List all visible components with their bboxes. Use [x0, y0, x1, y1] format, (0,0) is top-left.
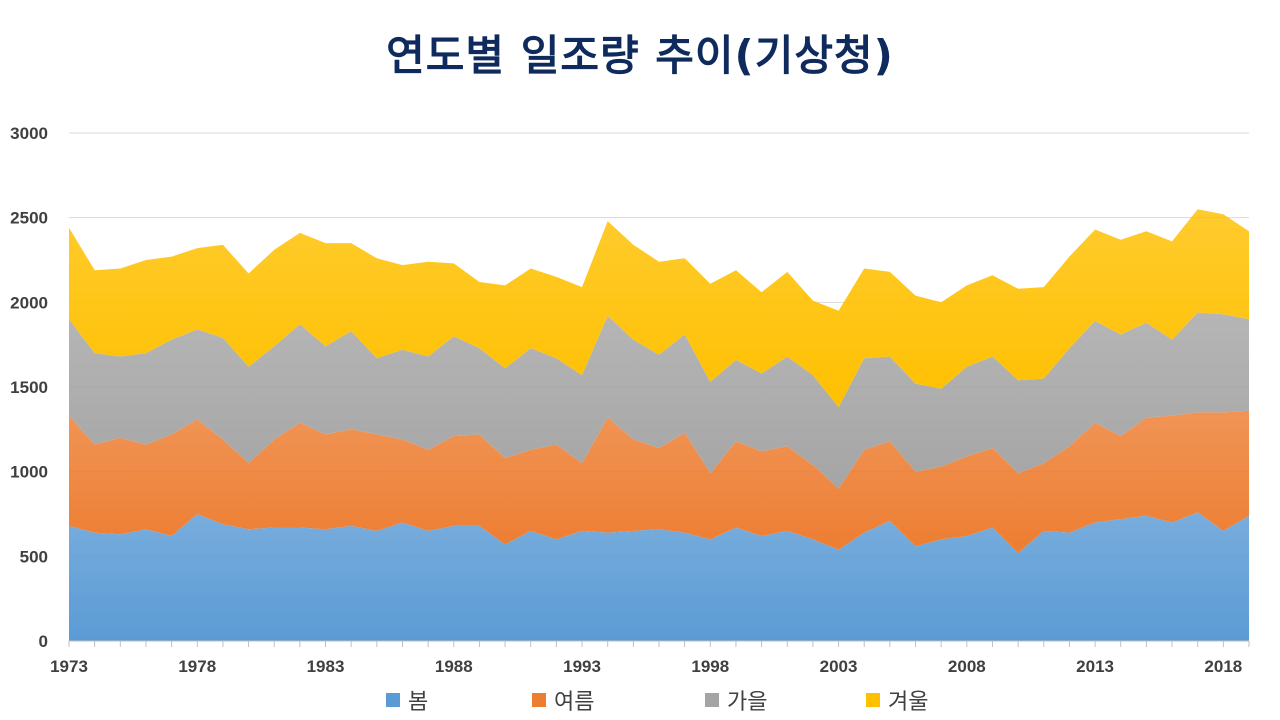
- legend: 봄 여름 가을 겨울: [0, 684, 1280, 716]
- y-tick-label: 500: [20, 547, 48, 566]
- legend-swatch: [705, 693, 719, 707]
- x-tick-label: 2013: [1076, 657, 1114, 676]
- x-tick-label: 2008: [948, 657, 986, 676]
- legend-swatch: [386, 693, 400, 707]
- area-series-1: [69, 512, 1249, 641]
- legend-item: 여름: [532, 684, 594, 716]
- y-tick-label: 2000: [10, 293, 48, 312]
- y-tick-label: 2500: [10, 209, 48, 228]
- x-tick-label: 1983: [307, 657, 345, 676]
- legend-label: 여름: [554, 690, 595, 715]
- x-tick-label: 2018: [1204, 657, 1242, 676]
- x-tick-label: 1988: [435, 657, 473, 676]
- y-tick-label: 3000: [10, 124, 48, 143]
- area-series-2: [69, 410, 1249, 553]
- y-tick-label: 1000: [10, 463, 48, 482]
- axes: 0 500 1000 1500 2000 2500 3000 1973 1978 1983 1988…: [10, 124, 1250, 676]
- legend-item: 봄: [386, 684, 428, 716]
- x-tick-label: 1993: [563, 657, 601, 676]
- y-tick-label: 1500: [10, 378, 48, 397]
- y-tick-label: 0: [39, 632, 48, 651]
- area-series-3: [69, 312, 1249, 489]
- legend-swatch: [866, 693, 880, 707]
- legend-item: 가을: [705, 684, 767, 716]
- area-series-4: [69, 209, 1249, 408]
- legend-label: 가을: [727, 690, 768, 715]
- x-tick-label: 1973: [50, 657, 88, 676]
- legend-label: 겨울: [888, 690, 929, 715]
- legend-label: 봄: [408, 690, 429, 715]
- x-tick-label: 1998: [691, 657, 729, 676]
- legend-swatch: [532, 693, 546, 707]
- x-tick-label: 1978: [178, 657, 216, 676]
- legend-item: 겨울: [866, 684, 928, 716]
- x-tick-label: 2003: [820, 657, 858, 676]
- chart-title: 연도별 일조량 추이(기상청): [386, 31, 894, 80]
- area-series: [69, 209, 1249, 641]
